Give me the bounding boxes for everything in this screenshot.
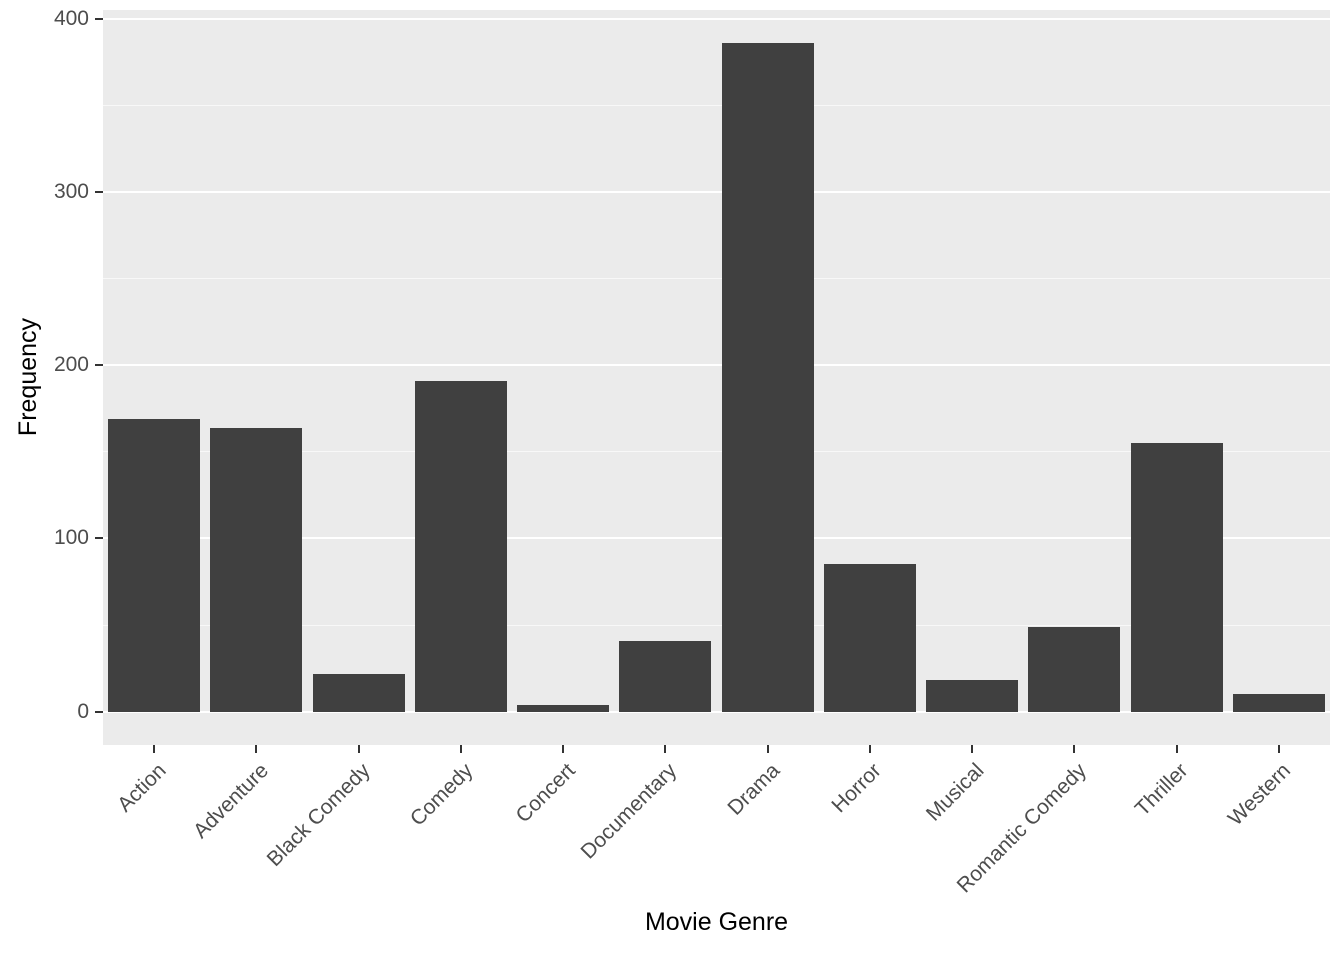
x-tick-mark xyxy=(255,745,258,753)
y-tick-label: 200 xyxy=(53,353,89,377)
x-tick-label: Adventure xyxy=(188,759,273,843)
bar xyxy=(823,564,916,712)
x-tick-label: Drama xyxy=(723,759,784,820)
gridline-major xyxy=(103,710,1330,713)
y-tick-label: 400 xyxy=(53,7,89,31)
gridline-major xyxy=(103,191,1330,194)
x-tick-label: Western xyxy=(1223,759,1296,831)
y-tick-mark xyxy=(95,710,103,713)
gridline-major xyxy=(103,18,1330,21)
x-tick-label: Action xyxy=(112,759,171,817)
gridline-major xyxy=(103,537,1330,540)
x-tick-label: Horror xyxy=(827,759,887,818)
x-tick-mark xyxy=(868,745,871,753)
gridline-minor xyxy=(103,278,1330,280)
x-tick-label: Thriller xyxy=(1131,759,1193,821)
x-tick-mark xyxy=(153,745,156,753)
x-tick-label: Black Comedy xyxy=(262,759,375,871)
x-tick-mark xyxy=(1073,745,1076,753)
bar xyxy=(414,380,507,712)
x-tick-mark xyxy=(562,745,565,753)
bar xyxy=(1028,626,1121,712)
x-tick-mark xyxy=(357,745,360,753)
y-tick-label: 300 xyxy=(53,180,89,204)
bar xyxy=(517,704,610,712)
bar xyxy=(1232,694,1325,712)
gridline-minor xyxy=(103,105,1330,107)
x-tick-label: Concert xyxy=(511,759,580,828)
bar xyxy=(312,673,405,712)
x-tick-label: Comedy xyxy=(405,759,478,831)
y-tick-label: 0 xyxy=(77,699,89,723)
bar xyxy=(721,43,814,712)
bar xyxy=(1130,443,1223,712)
x-tick-mark xyxy=(664,745,667,753)
bar xyxy=(926,680,1019,712)
x-tick-mark xyxy=(1277,745,1280,753)
gridline-minor xyxy=(103,451,1330,453)
x-tick-mark xyxy=(1175,745,1178,753)
y-tick-mark xyxy=(95,537,103,540)
y-tick-mark xyxy=(95,18,103,21)
bar xyxy=(108,419,201,712)
x-axis-title: Movie Genre xyxy=(644,908,789,936)
x-tick-mark xyxy=(459,745,462,753)
y-tick-label: 100 xyxy=(53,526,89,550)
y-tick-mark xyxy=(95,364,103,367)
x-tick-mark xyxy=(971,745,974,753)
plot-panel: 0 100 200 300 400 Action Adventure Black Comed… xyxy=(54,7,1330,897)
bar xyxy=(619,640,712,712)
x-tick-label: Musical xyxy=(921,759,989,826)
y-axis-title: Frequency xyxy=(14,317,42,437)
x-tick-mark xyxy=(766,745,769,753)
gridline-minor xyxy=(103,624,1330,626)
bar xyxy=(210,427,303,712)
y-tick-mark xyxy=(95,191,103,194)
x-tick-label: Documentary xyxy=(577,759,682,864)
gridline-major xyxy=(103,364,1330,367)
